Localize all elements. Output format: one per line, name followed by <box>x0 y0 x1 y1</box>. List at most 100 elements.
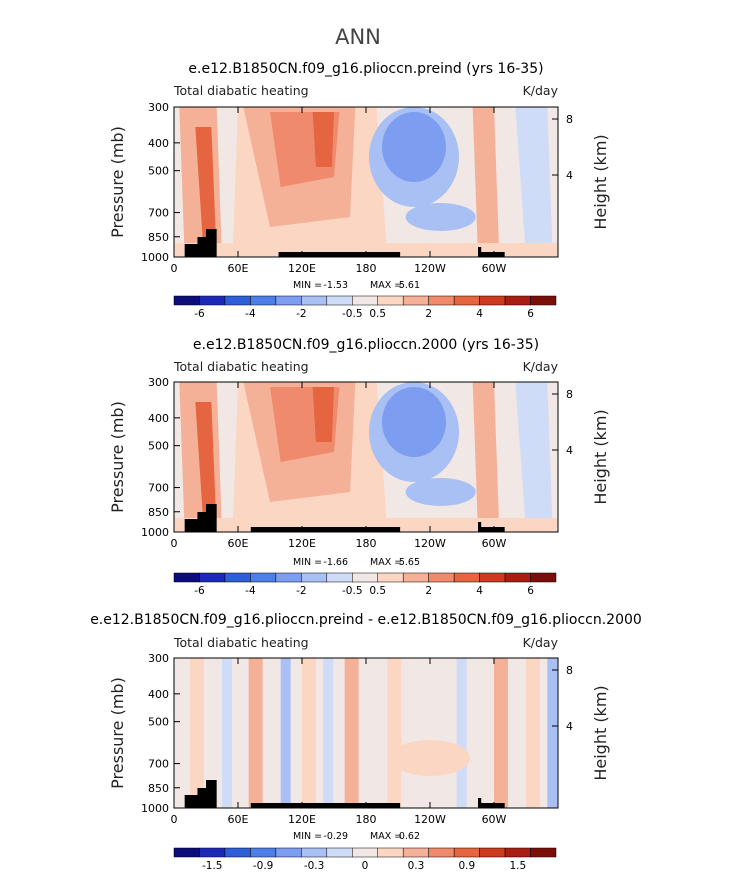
pressure-tick: 700 <box>148 207 169 220</box>
panels: e.e12.B1850CN.f09_g16.plioccn.preind (yr… <box>90 61 642 872</box>
colorbar-label: 0.5 <box>369 308 386 320</box>
contour-field <box>174 658 558 808</box>
colorbar-swatch <box>453 572 480 583</box>
colorbar-swatch <box>301 572 328 583</box>
colorbar-label: 2 <box>425 585 432 597</box>
colorbar-swatch <box>199 847 226 858</box>
panel-title: e.e12.B1850CN.f09_g16.plioccn.preind (yr… <box>188 61 543 77</box>
height-tick: 4 <box>566 169 573 182</box>
topography-maritime <box>250 527 401 532</box>
figure-title: ANN <box>335 25 381 49</box>
max-value: 0.62 <box>399 831 420 842</box>
longitude-tick: 120E <box>288 537 316 550</box>
pressure-tick: 850 <box>148 506 169 519</box>
colorbar-label: -0.3 <box>304 860 325 872</box>
topography-andes <box>478 798 505 808</box>
colorbar-label: -0.5 <box>342 585 363 597</box>
pressure-tick: 400 <box>148 412 169 425</box>
colorbar-swatch <box>352 572 378 583</box>
pressure-tick: 1000 <box>141 802 169 815</box>
y-axis-label: Pressure (mb) <box>108 677 127 789</box>
colorbar-swatch <box>250 572 277 583</box>
colorbar-label: 1.5 <box>509 860 526 872</box>
colorbar-swatch <box>352 295 378 306</box>
colorbar-label: 2 <box>425 308 432 320</box>
colorbar-swatch <box>530 847 557 858</box>
min-label: MIN = <box>293 831 322 842</box>
height-tick: 8 <box>566 388 573 401</box>
colorbar-swatch <box>504 847 531 858</box>
longitude-tick: 60W <box>482 813 507 826</box>
pressure-tick: 1000 <box>141 526 169 539</box>
pressure-tick: 300 <box>148 652 169 665</box>
colorbar-swatch <box>326 847 353 858</box>
pressure-tick: 300 <box>148 376 169 389</box>
topography-andes <box>478 247 505 257</box>
colorbar-label: -4 <box>245 585 256 597</box>
longitude-tick: 60E <box>228 813 249 826</box>
panel-2: e.e12.B1850CN.f09_g16.plioccn.2000 (yrs … <box>108 337 610 597</box>
max-label: MAX = <box>370 557 402 568</box>
colorbar-label: 0.9 <box>459 860 476 872</box>
panel-title: e.e12.B1850CN.f09_g16.plioccn.2000 (yrs … <box>193 337 539 353</box>
colorbar-label: 0.3 <box>408 860 425 872</box>
variable-label: Total diabatic heating <box>173 83 309 98</box>
colorbar-swatch <box>224 295 251 306</box>
pressure-tick: 300 <box>148 101 169 114</box>
longitude-tick: 0 <box>171 262 178 275</box>
colorbar-swatch <box>326 295 353 306</box>
colorbar-swatch <box>326 572 353 583</box>
colorbar-label: 4 <box>476 585 483 597</box>
contour-field <box>174 107 558 257</box>
height-tick: 8 <box>566 664 573 677</box>
longitude-tick: 180 <box>356 813 377 826</box>
colorbar-swatch <box>352 847 378 858</box>
colorbar-swatch <box>504 295 531 306</box>
right-axis-label: Height (km) <box>591 134 610 229</box>
colorbar-swatch <box>377 847 404 858</box>
right-axis-label: Height (km) <box>591 409 610 504</box>
colorbar-swatch <box>224 847 251 858</box>
colorbar-swatch <box>504 572 531 583</box>
colorbar-swatch <box>250 295 277 306</box>
panel-3: e.e12.B1850CN.f09_g16.plioccn.preind - e… <box>90 612 642 872</box>
pressure-tick: 700 <box>148 482 169 495</box>
colorbar-label: 4 <box>476 308 483 320</box>
colorbar-swatch <box>377 295 404 306</box>
max-label: MAX = <box>370 831 402 842</box>
colorbar-label: -0.9 <box>253 860 274 872</box>
colorbar-swatch <box>530 295 557 306</box>
pressure-tick: 1000 <box>141 251 169 264</box>
colorbar-swatch <box>479 847 506 858</box>
pressure-tick: 400 <box>148 137 169 150</box>
colorbar-swatch <box>377 572 404 583</box>
colorbar-swatch <box>453 847 480 858</box>
longitude-tick: 60W <box>482 262 507 275</box>
colorbar-label: 6 <box>527 585 534 597</box>
max-label: MAX = <box>370 280 402 291</box>
colorbar-swatch <box>428 295 455 306</box>
panel-title: e.e12.B1850CN.f09_g16.plioccn.preind - e… <box>90 612 642 628</box>
longitude-tick: 120E <box>288 813 316 826</box>
colorbar-swatch <box>224 572 251 583</box>
y-axis-label: Pressure (mb) <box>108 126 127 238</box>
longitude-tick: 180 <box>356 262 377 275</box>
colorbar-label: -6 <box>194 585 205 597</box>
longitude-tick: 120E <box>288 262 316 275</box>
colorbar-swatch <box>275 295 302 306</box>
topography-andes <box>478 522 505 532</box>
colorbar-swatch <box>402 295 429 306</box>
colorbar-swatch <box>479 572 506 583</box>
colorbar-label: -0.5 <box>342 308 363 320</box>
longitude-tick: 180 <box>356 537 377 550</box>
colorbar-swatch <box>453 295 480 306</box>
min-label: MIN = <box>293 280 322 291</box>
pressure-tick: 850 <box>148 782 169 795</box>
colorbar-swatch <box>173 295 200 306</box>
colorbar-swatch <box>530 572 557 583</box>
colorbar-swatch <box>301 847 328 858</box>
colorbar-label: -1.5 <box>202 860 223 872</box>
topography-africa <box>184 504 217 532</box>
colorbar-swatch <box>402 572 429 583</box>
